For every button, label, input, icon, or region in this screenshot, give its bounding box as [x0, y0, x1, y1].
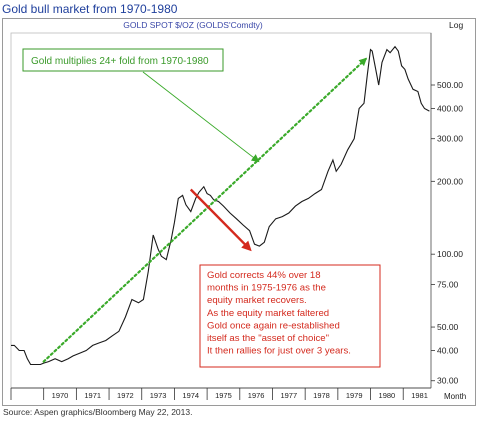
x-tick-label: 1971 — [84, 391, 101, 400]
x-tick-label: 1978 — [313, 391, 330, 400]
source-note: Source: Aspen graphics/Bloomberg May 22,… — [3, 407, 193, 417]
red-annotation-line: As the equity market faltered — [207, 308, 329, 319]
x-tick-label: 1974 — [182, 391, 199, 400]
correction-arrow — [189, 188, 252, 252]
red-annotation-line: months in 1975-1976 as the — [207, 283, 326, 294]
y-tick-label: 400.00 — [437, 103, 463, 113]
x-tick-label: 1975 — [215, 391, 232, 400]
red-annotation-line: Gold once again re-established — [207, 320, 340, 331]
log-scale-label: Log — [449, 20, 463, 30]
red-annotation-line: Gold corrects 44% over 18 — [207, 270, 321, 281]
x-tick-label: 1976 — [248, 391, 265, 400]
x-axis-label: Month — [444, 392, 466, 401]
page-title: Gold bull market from 1970-1980 — [2, 2, 178, 16]
y-tick-label: 50.00 — [437, 322, 459, 332]
y-tick-label: 200.00 — [437, 176, 463, 186]
y-tick-label: 75.00 — [437, 279, 459, 289]
x-axis-ticks: 1970 1971 1972 1973 1974 1975 1976 1977 1978 1979… — [10, 388, 428, 400]
red-annotation-line: It then rallies for just over 3 years. — [207, 346, 351, 357]
chart-frame: GOLD SPOT $/OZ (GOLDS'Comdty) Log 30.00 4… — [2, 18, 476, 406]
chart-title: GOLD SPOT $/OZ (GOLDS'Comdty) — [123, 20, 263, 30]
x-tick-label: 1970 — [52, 391, 69, 400]
x-tick-label: 1972 — [117, 391, 134, 400]
x-tick-label: 1973 — [150, 391, 167, 400]
red-annotation-line: itself as the "asset of choice" — [207, 333, 329, 344]
x-tick-label: 1980 — [379, 391, 396, 400]
x-tick-label: 1981 — [411, 391, 428, 400]
red-annotation: Gold corrects 44% over 18 months in 1975-… — [199, 264, 381, 368]
arrows-group — [42, 57, 368, 363]
y-tick-label: 500.00 — [437, 80, 463, 90]
x-tick-label: 1979 — [346, 391, 363, 400]
green-annotation-text: Gold multiplies 24+ fold from 1970-1980 — [31, 56, 209, 67]
y-tick-label: 40.00 — [437, 346, 459, 356]
gold-price-line — [11, 45, 430, 366]
red-annotation-line: equity market recovers. — [207, 295, 307, 306]
y-tick-label: 300.00 — [437, 134, 463, 144]
gold-price-chart: GOLD SPOT $/OZ (GOLDS'Comdty) Log 30.00 4… — [10, 20, 466, 401]
red-annotation-box — [199, 264, 381, 368]
y-tick-label: 100.00 — [437, 249, 463, 259]
green-annotation: Gold multiplies 24+ fold from 1970-1980 — [22, 48, 224, 72]
green-connector-arrow — [142, 71, 260, 163]
y-tick-label: 30.00 — [437, 376, 459, 386]
red-annotation-text: Gold corrects 44% over 18 months in 1975-… — [207, 270, 351, 357]
y-axis-ticks: 30.00 40.00 50.00 75.00 100.00 200.00 300.00 40… — [431, 80, 463, 386]
x-tick-label: 1977 — [280, 391, 297, 400]
green-annotation-box — [22, 48, 224, 72]
series-group — [11, 45, 430, 366]
trend-arrow — [42, 57, 368, 363]
